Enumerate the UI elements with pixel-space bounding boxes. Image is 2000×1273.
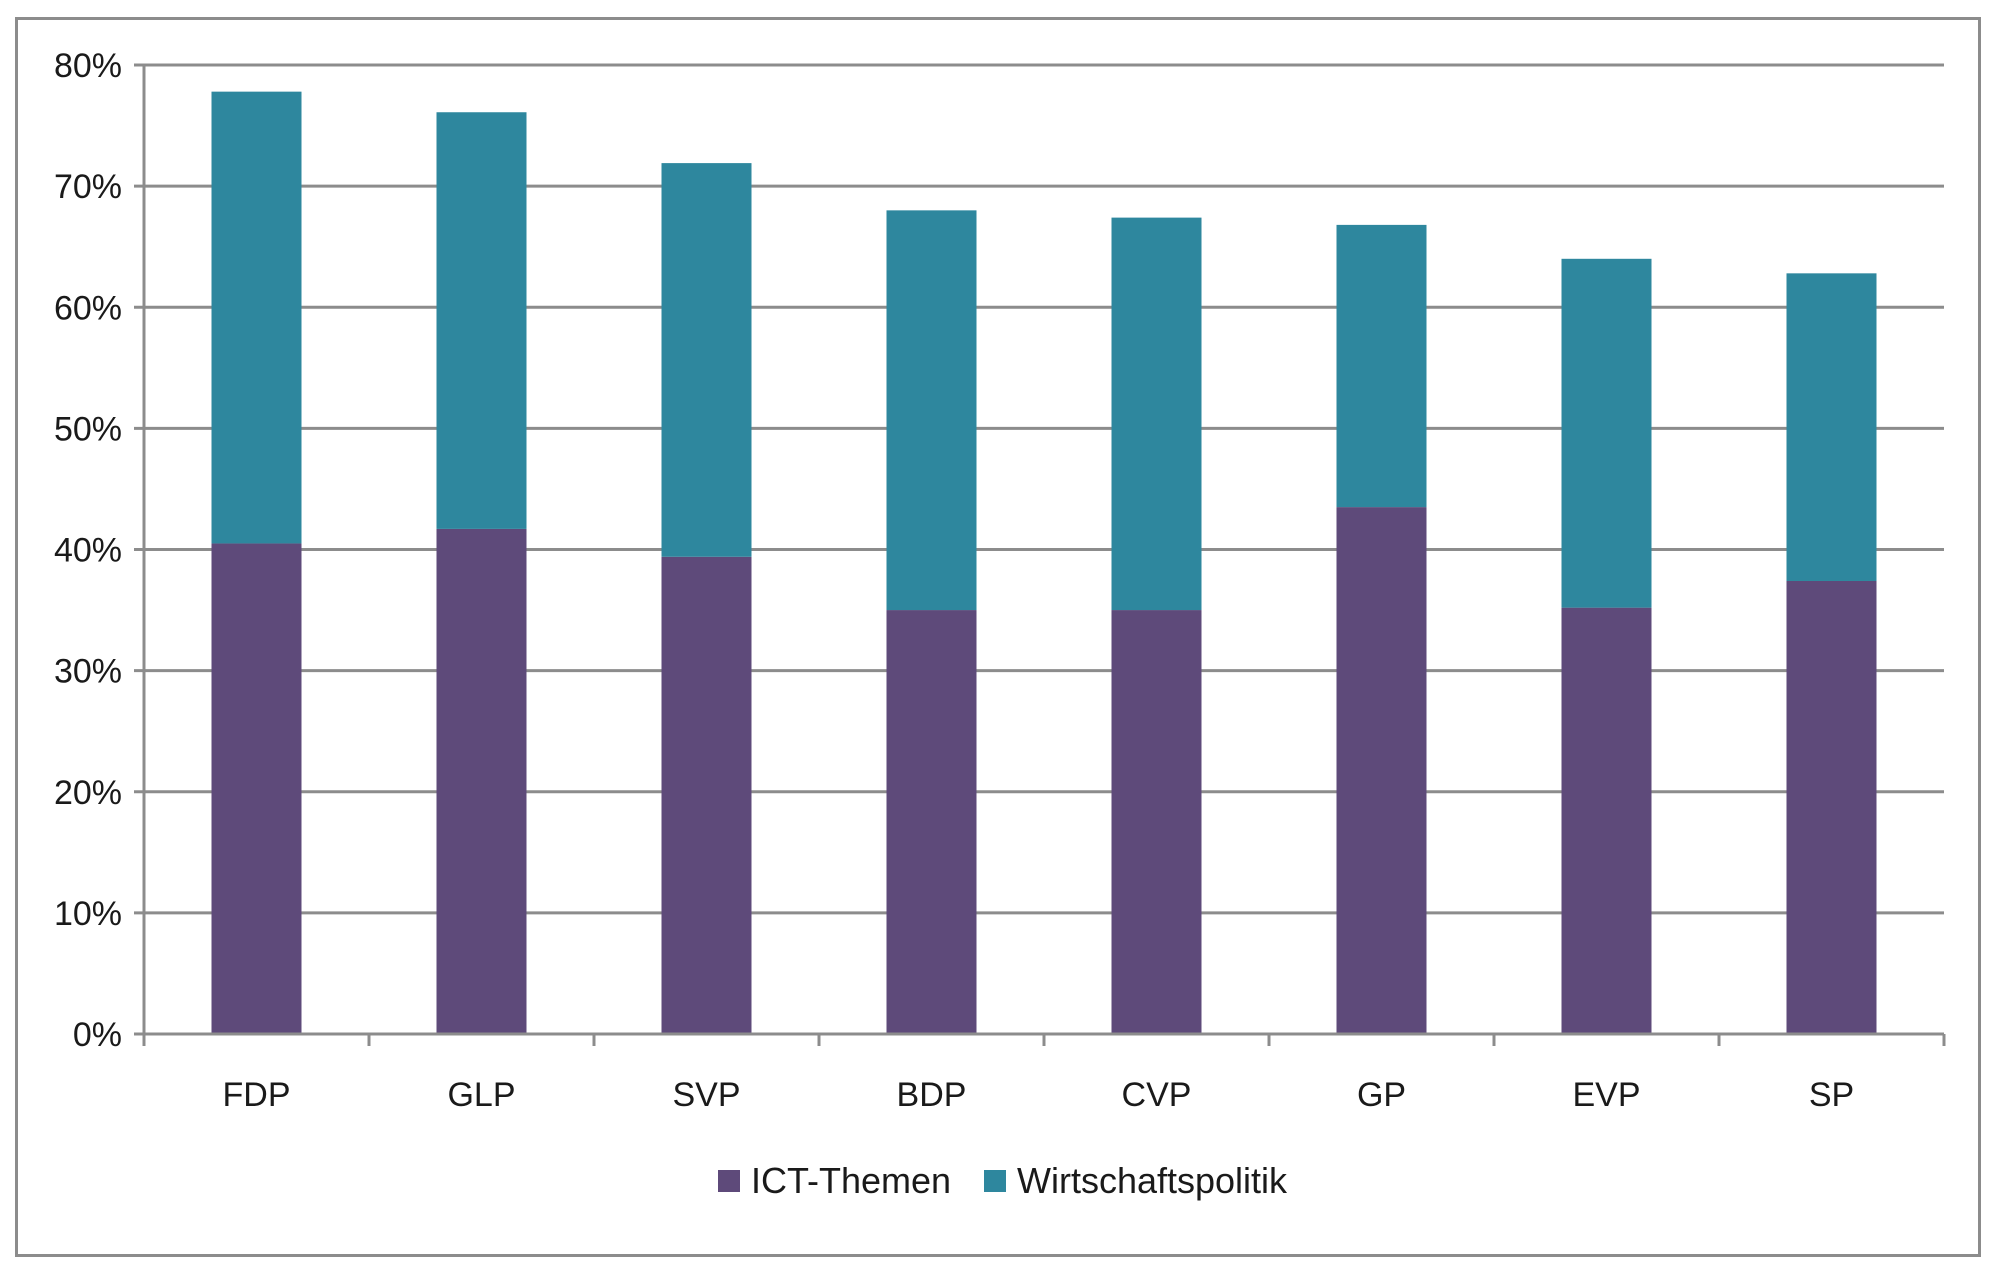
legend: ICT-Themen Wirtschaftspolitik — [718, 1160, 1288, 1201]
x-tick-label: SP — [1809, 1076, 1854, 1114]
x-tick-labels: FDP GLP SVP BDP CVP GP EVP SP — [223, 1076, 1855, 1114]
x-tick-label: GLP — [447, 1076, 515, 1114]
bar-sp-ict-themen — [1786, 580, 1877, 1034]
x-tick-label: FDP — [223, 1076, 291, 1114]
chart-frame: 0% 10% 20% 30% 40% 50% 60% 70% 80% FDP GLP SVP BDP C… — [15, 17, 1981, 1257]
y-tick-label: 10% — [54, 895, 122, 933]
x-tick-label: GP — [1357, 1076, 1406, 1114]
y-tick-label: 70% — [54, 168, 122, 206]
legend-label-wirtschaftspolitik: Wirtschaftspolitik — [1017, 1160, 1288, 1201]
legend-swatch-wirtschaftspolitik — [984, 1170, 1006, 1192]
bars — [211, 91, 1877, 1034]
bar-glp-wirtschaftspolitik — [436, 112, 527, 529]
stacked-bar-chart: 0% 10% 20% 30% 40% 50% 60% 70% 80% FDP GLP SVP BDP C… — [54, 47, 1946, 1201]
y-tick-label: 80% — [54, 47, 122, 85]
bar-glp-ict-themen — [436, 528, 527, 1034]
bar-sp-wirtschaftspolitik — [1786, 273, 1877, 581]
x-tick-label: EVP — [1572, 1076, 1640, 1114]
bar-svp-wirtschaftspolitik — [661, 163, 752, 557]
x-tick-label: BDP — [897, 1076, 967, 1114]
bar-cvp-wirtschaftspolitik — [1111, 217, 1202, 611]
bar-fdp-wirtschaftspolitik — [211, 91, 302, 544]
y-tick-label: 30% — [54, 653, 122, 691]
bar-cvp-ict-themen — [1111, 610, 1202, 1034]
bar-gp-ict-themen — [1336, 507, 1427, 1034]
y-tick-label: 0% — [73, 1016, 122, 1054]
bar-evp-ict-themen — [1561, 607, 1652, 1034]
x-tick-label: CVP — [1122, 1076, 1192, 1114]
legend-swatch-ict-themen — [718, 1170, 740, 1192]
bar-svp-ict-themen — [661, 556, 752, 1034]
y-tick-label: 50% — [54, 410, 122, 448]
bar-gp-wirtschaftspolitik — [1336, 224, 1427, 508]
bar-evp-wirtschaftspolitik — [1561, 258, 1652, 608]
x-tick-label: SVP — [672, 1076, 740, 1114]
y-tick-label: 60% — [54, 289, 122, 327]
y-tick-labels: 0% 10% 20% 30% 40% 50% 60% 70% 80% — [54, 47, 122, 1054]
axes — [134, 63, 1946, 1046]
bar-fdp-ict-themen — [211, 543, 302, 1034]
bar-bdp-ict-themen — [886, 610, 977, 1034]
gridlines — [144, 63, 1944, 915]
legend-label-ict-themen: ICT-Themen — [751, 1160, 951, 1201]
bar-bdp-wirtschaftspolitik — [886, 210, 977, 611]
y-tick-label: 20% — [54, 774, 122, 812]
y-tick-label: 40% — [54, 532, 122, 570]
